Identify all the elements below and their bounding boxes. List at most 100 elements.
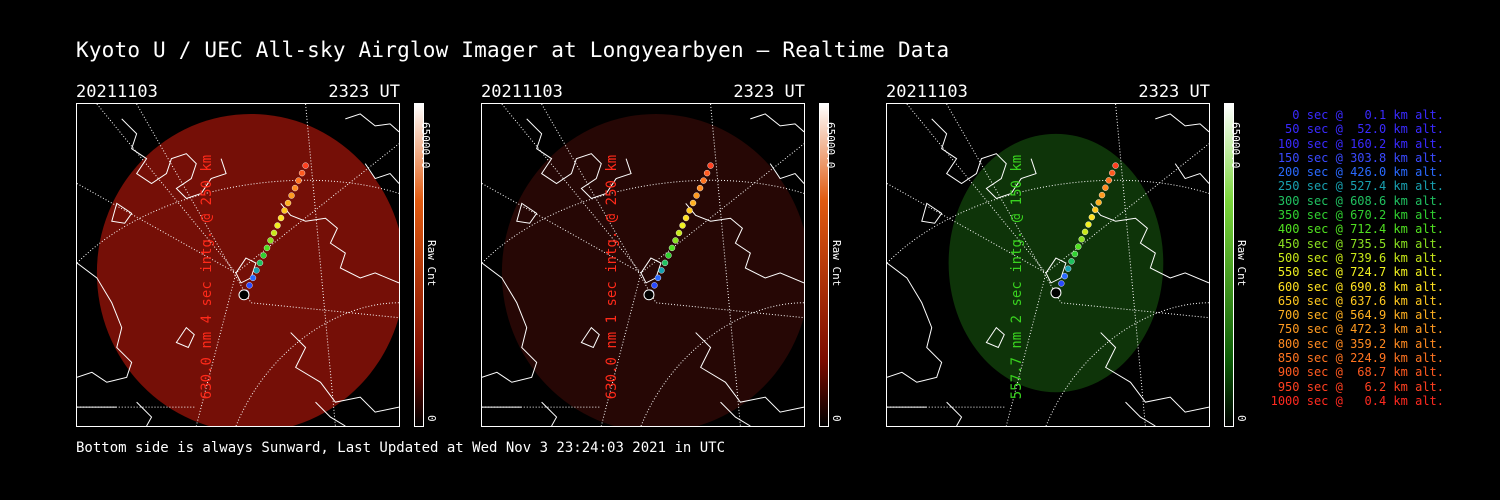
legend-entry: 800 sec @ 359.2 km alt. [1277, 336, 1444, 351]
trajectory-point [651, 282, 658, 289]
footer-status: Bottom side is always Sunward, Last Upda… [76, 440, 726, 456]
trajectory [643, 162, 714, 301]
panel-date: 20211103 [481, 82, 563, 102]
colorbar-label: Raw Cnt [1235, 240, 1248, 287]
panel-630nm-4sec: 20211103 2323 UT 630.0 nm 4 sec intg. @ … [76, 82, 476, 432]
legend-entry: 150 sec @ 303.8 km alt. [1277, 150, 1444, 165]
trajectory-point [1092, 206, 1099, 213]
panel-time: 2323 UT [733, 82, 805, 102]
trajectory-point [1098, 191, 1106, 199]
legend-entry: 200 sec @ 426.0 km alt. [1277, 165, 1444, 180]
legend-entry: 50 sec @ 52.0 km alt. [1285, 122, 1444, 137]
panel-time: 2323 UT [328, 82, 400, 102]
legend-entry: 900 sec @ 68.7 km alt. [1277, 365, 1444, 380]
trajectory-point [1095, 199, 1102, 206]
trajectory-point [246, 282, 253, 289]
allsky-image [886, 103, 1210, 427]
airglow-image [96, 113, 399, 426]
panel-date: 20211103 [886, 82, 968, 102]
legend-entry: 700 sec @ 564.9 km alt. [1277, 308, 1444, 323]
trajectory-point [1058, 280, 1065, 287]
trajectory-point [689, 199, 697, 207]
coastlines [77, 113, 399, 426]
trajectory [238, 162, 309, 301]
trajectory-point [1061, 272, 1068, 280]
colorbar-min: 0 [1235, 415, 1248, 422]
trajectory-point [1071, 250, 1079, 258]
colorbar-max: 65000.0 [824, 122, 837, 169]
trajectory-point [263, 244, 271, 252]
trajectory-point [284, 199, 292, 207]
legend-entry: 850 sec @ 224.9 km alt. [1277, 351, 1444, 366]
trajectory-point [700, 177, 707, 184]
colorbar [819, 103, 829, 427]
panel-630nm-1sec: 20211103 2323 UT 630.0 nm 1 sec intg. @ … [481, 82, 881, 432]
legend-entry: 400 sec @ 712.4 km alt. [1277, 222, 1444, 237]
trajectory-point [1112, 162, 1119, 169]
trajectory-legend: 0 sec @ 0.1 km alt. 50 sec @ 52.0 km alt.… [1262, 108, 1444, 408]
trajectory-point [260, 252, 267, 259]
colorbar-max: 65000.0 [419, 122, 432, 169]
colorbar-label: Raw Cnt [830, 240, 843, 287]
trajectory-point [693, 192, 700, 199]
panel-ylabel: 630.0 nm 1 sec intg. @ 250 km [604, 154, 620, 400]
trajectory-point [654, 274, 662, 282]
trajectory-point [1064, 265, 1072, 272]
trajectory-point [253, 267, 260, 274]
panel-557nm-2sec: 20211103 2323 UT 557.7 nm 2 sec intg. @ … [886, 82, 1286, 432]
allsky-image [481, 103, 805, 427]
trajectory-point [1102, 184, 1109, 191]
station-marker [238, 289, 250, 301]
trajectory-point [679, 222, 686, 229]
page-title: Kyoto U / UEC All-sky Airglow Imager at … [76, 38, 950, 62]
legend-entry: 750 sec @ 472.3 km alt. [1277, 322, 1444, 337]
trajectory-point [295, 177, 302, 184]
trajectory-point [298, 169, 306, 177]
trajectory-point [658, 267, 665, 274]
trajectory-point [1109, 169, 1116, 177]
colorbar [1224, 103, 1234, 427]
trajectory-point [703, 169, 711, 177]
legend-entry: 450 sec @ 735.5 km alt. [1277, 236, 1444, 251]
colorbar-label: Raw Cnt [425, 240, 438, 287]
legend-entry: 650 sec @ 637.6 km alt. [1277, 293, 1444, 308]
trajectory-point [1075, 243, 1082, 250]
legend-entry: 950 sec @ 6.2 km alt. [1277, 379, 1444, 394]
legend-entry: 0 sec @ 0.1 km alt. [1292, 108, 1444, 122]
trajectory-point [661, 259, 669, 267]
trajectory-point [686, 207, 693, 214]
allsky-image [76, 103, 400, 427]
legend-entry: 250 sec @ 527.4 km alt. [1277, 179, 1444, 194]
panel-ylabel: 557.7 nm 2 sec intg. @ 150 km [1009, 154, 1025, 400]
trajectory-point [249, 274, 257, 282]
trajectory-point [675, 229, 683, 237]
trajectory-point [1078, 236, 1085, 243]
panel-time: 2323 UT [1138, 82, 1210, 102]
coastlines [887, 113, 1209, 426]
coastlines [482, 113, 804, 426]
station-marker [1050, 287, 1062, 299]
trajectory-point [277, 214, 285, 222]
trajectory-point [682, 214, 690, 222]
trajectory-point [281, 207, 288, 214]
trajectory-point [274, 222, 281, 229]
airglow-image [501, 113, 804, 426]
trajectory-point [668, 244, 676, 252]
trajectory-point [291, 184, 299, 192]
trajectory-point [672, 237, 679, 244]
map-svg [482, 104, 804, 426]
colorbar [414, 103, 424, 427]
trajectory-point [696, 184, 704, 192]
trajectory-point [1068, 258, 1075, 265]
legend-entry: 600 sec @ 690.8 km alt. [1277, 279, 1444, 294]
legend-entry: 100 sec @ 160.2 km alt. [1277, 136, 1444, 151]
trajectory-point [665, 252, 672, 259]
trajectory-point [256, 259, 264, 267]
trajectory-point [707, 162, 714, 169]
airglow-image [948, 133, 1164, 393]
legend-entry: 1000 sec @ 0.4 km alt. [1270, 393, 1444, 408]
legend-entry: 350 sec @ 670.2 km alt. [1277, 208, 1444, 223]
map-svg [77, 104, 399, 426]
colorbar-min: 0 [830, 415, 843, 422]
colorbar-max: 65000.0 [1229, 122, 1242, 169]
